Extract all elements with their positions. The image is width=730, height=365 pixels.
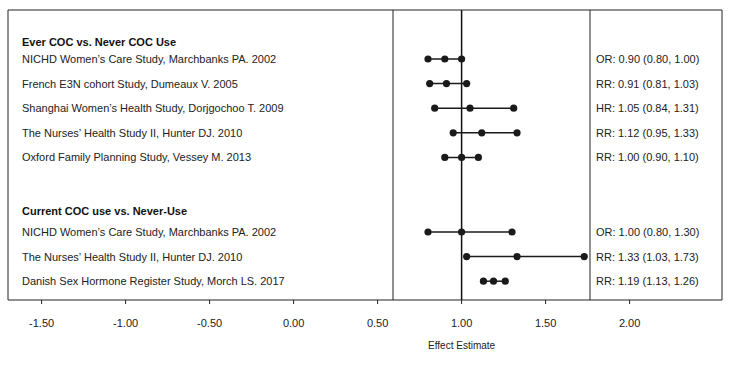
x-tick-label: 1.50	[535, 317, 556, 329]
upper-point	[508, 228, 515, 235]
estimate-point	[490, 278, 497, 285]
frame-top	[8, 10, 722, 11]
x-tick	[377, 300, 378, 304]
estimate-point	[443, 80, 450, 87]
estimate-point	[513, 253, 520, 260]
group-title: Ever COC vs. Never COC Use	[22, 36, 176, 48]
estimate-label: RR: 0.91 (0.81, 1.03)	[596, 78, 699, 90]
ci-line	[435, 107, 514, 109]
study-label: Shanghai Women’s Health Study, Dorjgocho…	[22, 102, 284, 114]
estimate-point	[466, 105, 473, 112]
ci-line	[467, 256, 585, 258]
x-tick-label: 2.00	[619, 317, 640, 329]
upper-point	[502, 278, 509, 285]
study-label: Oxford Family Planning Study, Vessey M. …	[22, 151, 251, 163]
estimate-box-edge	[590, 10, 591, 300]
ci-line	[428, 231, 512, 233]
estimate-label: RR: 1.12 (0.95, 1.33)	[596, 127, 699, 139]
upper-point	[581, 253, 588, 260]
chart: -1.50 -1.00 -0.50 0.00 0.50 1.00 1.50 2.00 Effec…	[0, 0, 730, 365]
x-tick	[293, 300, 294, 304]
x-axis-label: Effect Estimate	[428, 340, 496, 351]
study-label: The Nurses’ Health Study II, Hunter DJ. …	[22, 251, 242, 263]
estimate-point	[458, 228, 465, 235]
study-label: The Nurses’ Health Study II, Hunter DJ. …	[22, 127, 242, 139]
x-tick	[545, 300, 546, 304]
lower-point	[424, 228, 431, 235]
x-tick	[41, 300, 42, 304]
lower-point	[463, 253, 470, 260]
x-tick	[209, 300, 210, 304]
lower-point	[441, 154, 448, 161]
study-label: French E3N cohort Study, Dumeaux V. 2005	[22, 78, 238, 90]
lower-point	[450, 129, 457, 136]
label-box-edge	[393, 10, 394, 300]
estimate-point	[478, 129, 485, 136]
upper-point	[458, 55, 465, 62]
lower-point	[424, 55, 431, 62]
frame-right	[722, 10, 723, 300]
estimate-label: RR: 1.19 (1.13, 1.26)	[596, 275, 699, 287]
estimate-label: OR: 0.90 (0.80, 1.00)	[596, 53, 699, 65]
upper-point	[513, 129, 520, 136]
estimate-label: RR: 1.33 (1.03, 1.73)	[596, 251, 699, 263]
x-tick-label: 0.50	[367, 317, 388, 329]
x-tick-label: 0.00	[283, 317, 304, 329]
study-label: NICHD Women’s Care Study, Marchbanks PA.…	[22, 53, 276, 65]
x-tick-label: -1.50	[29, 317, 54, 329]
frame-left	[8, 10, 9, 300]
estimate-label: RR: 1.00 (0.90, 1.10)	[596, 151, 699, 163]
lower-point	[431, 105, 438, 112]
upper-point	[510, 105, 517, 112]
estimate-label: HR: 1.05 (0.84, 1.31)	[596, 102, 699, 114]
x-axis	[8, 300, 722, 301]
upper-point	[475, 154, 482, 161]
estimate-label: OR: 1.00 (0.80, 1.30)	[596, 226, 699, 238]
x-tick	[629, 300, 630, 304]
x-tick-label: -1.00	[113, 317, 138, 329]
x-tick	[461, 300, 462, 304]
group-title: Current COC use vs. Never-Use	[22, 205, 187, 217]
marks	[424, 10, 587, 300]
upper-point	[463, 80, 470, 87]
lower-point	[426, 80, 433, 87]
study-label: Danish Sex Hormone Register Study, Morch…	[22, 275, 285, 287]
lower-point	[480, 278, 487, 285]
x-tick	[125, 300, 126, 304]
study-label: NICHD Women’s Care Study, Marchbanks PA.…	[22, 226, 276, 238]
estimate-point	[458, 154, 465, 161]
x-tick-label: 1.00	[451, 317, 472, 329]
estimate-point	[441, 55, 448, 62]
x-tick-label: -0.50	[197, 317, 222, 329]
